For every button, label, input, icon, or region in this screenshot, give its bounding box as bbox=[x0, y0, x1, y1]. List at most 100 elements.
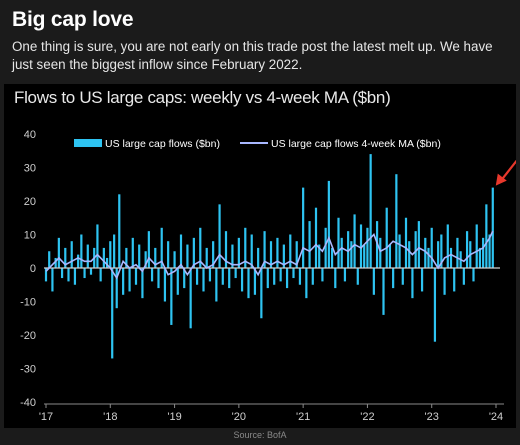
flow-bar bbox=[195, 268, 199, 285]
flow-bar bbox=[462, 268, 465, 285]
flow-bar bbox=[334, 268, 337, 289]
flow-bar bbox=[372, 268, 375, 295]
flow-bar bbox=[392, 268, 395, 289]
flow-bar bbox=[51, 268, 54, 292]
flow-bar bbox=[366, 227, 369, 268]
annotation-arrow-shaft bbox=[500, 159, 516, 181]
flow-bar bbox=[99, 268, 102, 282]
flow-bar bbox=[202, 268, 205, 292]
flow-bar bbox=[144, 251, 147, 268]
flow-bar bbox=[54, 257, 57, 268]
flow-bar bbox=[350, 241, 353, 268]
flow-bar bbox=[330, 247, 334, 268]
flow-bar bbox=[215, 268, 218, 302]
flow-bar bbox=[475, 224, 478, 268]
flow-bar bbox=[250, 234, 253, 268]
flow-bar bbox=[115, 268, 118, 309]
flow-bar bbox=[398, 234, 401, 268]
flow-bar bbox=[353, 214, 356, 268]
flow-bar bbox=[176, 268, 179, 295]
x-tick-label: '17 bbox=[39, 411, 53, 423]
y-tick-label: 0 bbox=[30, 263, 36, 275]
flow-bar bbox=[488, 234, 491, 268]
flow-bar bbox=[420, 268, 424, 292]
ma-line-layer bbox=[45, 230, 494, 280]
flow-bar bbox=[340, 237, 343, 268]
flow-bar bbox=[327, 180, 330, 268]
flow-bar bbox=[478, 247, 482, 268]
flow-bar bbox=[244, 227, 247, 268]
flow-bar bbox=[228, 268, 231, 289]
flow-bar bbox=[385, 207, 388, 268]
legend: US large cap flows ($bn) US large cap flo… bbox=[74, 138, 441, 150]
flow-bar bbox=[285, 268, 289, 289]
weekly-flow-bars bbox=[44, 154, 500, 359]
flow-bar bbox=[453, 268, 456, 292]
axes: 40 30 20 10 0 -10 -20 -30 -40'17 '18 '19 '20 '21 '22 '… bbox=[20, 129, 504, 423]
flow-bar bbox=[179, 234, 183, 268]
flow-bar bbox=[443, 268, 446, 295]
flow-bar bbox=[83, 268, 86, 279]
flow-bar bbox=[113, 234, 116, 268]
flow-bar bbox=[240, 268, 244, 292]
flow-bar bbox=[157, 268, 160, 289]
y-tick-label: 40 bbox=[24, 129, 36, 141]
flow-bar bbox=[44, 268, 48, 282]
flow-bar bbox=[237, 237, 240, 268]
flow-bar bbox=[427, 247, 430, 268]
flow-bar bbox=[424, 237, 427, 268]
flow-bar bbox=[276, 237, 279, 268]
flow-bar bbox=[382, 268, 385, 315]
flow-bar bbox=[263, 231, 266, 268]
flow-bar bbox=[60, 268, 64, 279]
flow-bar bbox=[408, 241, 411, 268]
y-tick-label: 20 bbox=[24, 196, 36, 208]
x-tick-label: '24 bbox=[489, 411, 503, 423]
flow-bar bbox=[379, 237, 382, 268]
flow-bar bbox=[282, 244, 285, 268]
flow-bar bbox=[273, 268, 276, 285]
flow-bar bbox=[67, 268, 70, 282]
subheadline: One thing is sure, you are not early on … bbox=[12, 39, 493, 72]
x-tick-label: '23 bbox=[425, 411, 439, 423]
flow-bar bbox=[404, 217, 408, 268]
flow-bar bbox=[417, 221, 420, 268]
legend-label-bars: US large cap flows ($bn) bbox=[105, 138, 220, 150]
flow-bar bbox=[324, 227, 327, 268]
flow-bar bbox=[186, 244, 189, 268]
y-tick-label: -10 bbox=[20, 297, 36, 309]
flow-bar bbox=[86, 244, 89, 268]
flow-bar bbox=[192, 237, 195, 268]
flow-bar bbox=[269, 241, 273, 268]
flow-bar bbox=[343, 268, 347, 282]
flow-bar bbox=[218, 204, 221, 268]
flow-bar bbox=[314, 207, 318, 268]
flow-bar bbox=[388, 244, 392, 268]
flow-bar bbox=[141, 268, 144, 299]
flow-bar bbox=[433, 268, 437, 342]
flow-bar bbox=[170, 268, 173, 325]
x-tick-label: '18 bbox=[103, 411, 117, 423]
x-tick-label: '21 bbox=[296, 411, 310, 423]
flow-bar bbox=[109, 241, 112, 268]
flows-chart: 40 30 20 10 0 -10 -20 -30 -40'17 '18 '19 '20 '21 '22 '… bbox=[20, 129, 516, 423]
flow-bar bbox=[160, 227, 163, 268]
flow-bar bbox=[485, 204, 488, 268]
flow-bar bbox=[347, 231, 350, 268]
y-tick-label: -20 bbox=[20, 330, 36, 342]
flow-bar bbox=[308, 221, 311, 268]
flow-bar bbox=[212, 241, 215, 268]
x-tick-label: '19 bbox=[167, 411, 181, 423]
flow-bar bbox=[122, 268, 125, 295]
headline: Big cap love bbox=[12, 8, 134, 31]
flow-bar bbox=[183, 268, 186, 289]
flow-bar bbox=[134, 268, 138, 285]
flow-bar bbox=[64, 247, 67, 268]
flow-bar bbox=[154, 247, 157, 268]
flow-bar bbox=[131, 237, 134, 268]
flow-bar bbox=[318, 244, 321, 268]
flow-bar bbox=[125, 247, 128, 268]
flow-bar bbox=[266, 268, 269, 289]
chart-title: Flows to US large caps: weekly vs 4-week… bbox=[14, 88, 391, 107]
